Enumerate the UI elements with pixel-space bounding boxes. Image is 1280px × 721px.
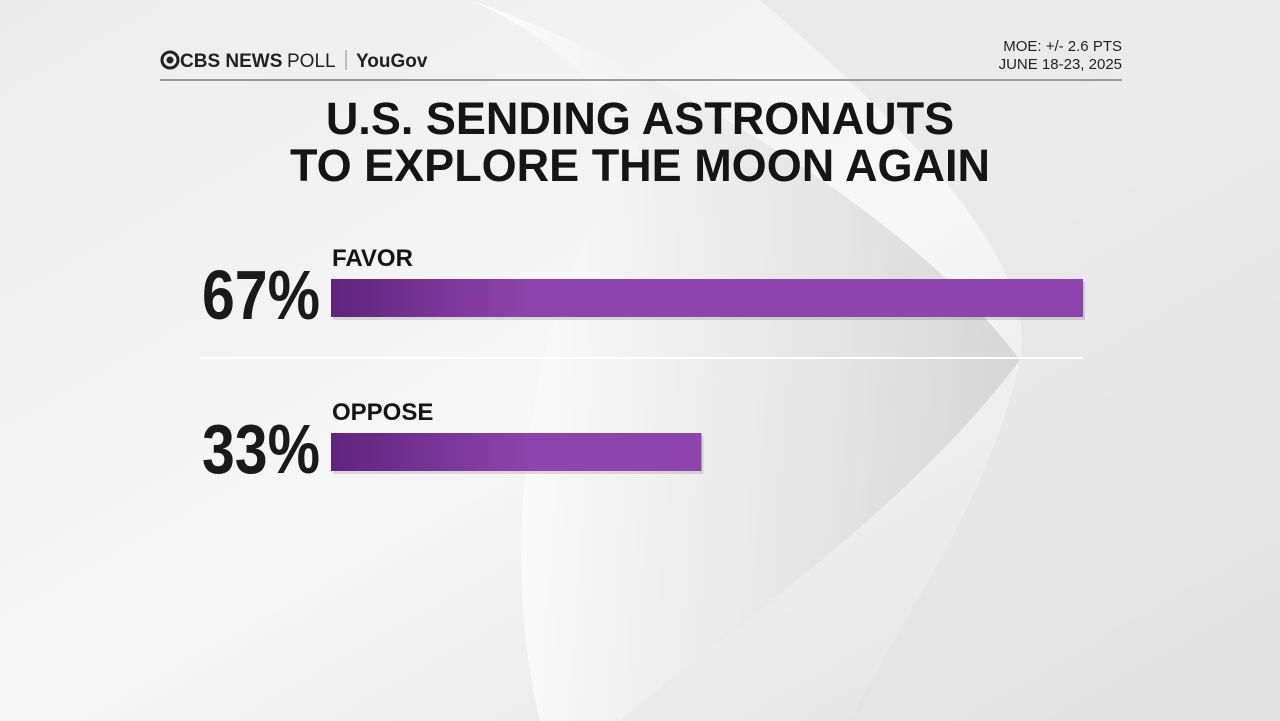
moon-shadow xyxy=(760,0,1280,721)
cbs-pupil xyxy=(166,56,174,64)
bar-shade xyxy=(331,433,531,471)
note: JUNE 18-23, 2025 xyxy=(999,56,1122,73)
chart-title: U.S. SENDING ASTRONAUTS xyxy=(326,93,954,144)
value-label: 67% xyxy=(202,256,320,334)
note: MOE: +/- 2.6 PTS xyxy=(1003,38,1122,55)
chart-title: TO EXPLORE THE MOON AGAIN xyxy=(290,140,990,191)
value-label: 33% xyxy=(202,410,320,488)
category-label: FAVOR xyxy=(332,245,413,272)
poll-label: POLL xyxy=(287,51,336,72)
category-label: OPPOSE xyxy=(332,399,433,426)
brand: CBS NEWS xyxy=(180,51,282,72)
moon-crescent xyxy=(470,0,1020,721)
cbs-eye xyxy=(160,50,180,70)
partner: YouGov xyxy=(356,51,428,72)
bar-shade xyxy=(331,279,531,317)
